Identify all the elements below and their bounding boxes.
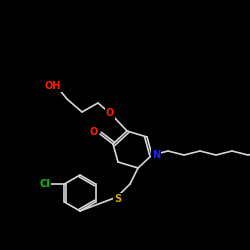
Text: N: N: [152, 150, 160, 160]
Text: O: O: [106, 108, 114, 118]
Text: OH: OH: [45, 81, 61, 91]
Text: Cl: Cl: [39, 179, 50, 189]
Text: O: O: [90, 127, 98, 137]
Text: S: S: [114, 194, 121, 204]
